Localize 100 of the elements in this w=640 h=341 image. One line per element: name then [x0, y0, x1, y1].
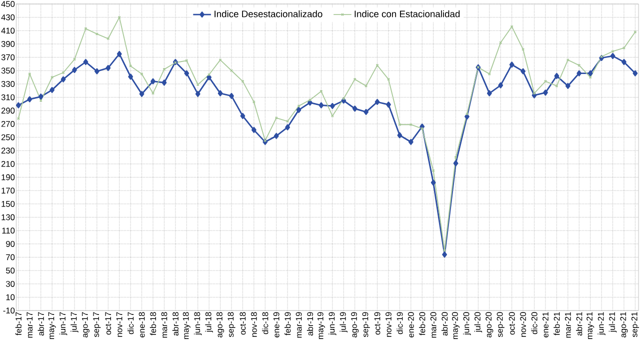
- point: [38, 94, 44, 100]
- point: [94, 68, 100, 75]
- point: [430, 180, 436, 186]
- point: [195, 91, 200, 98]
- point: [486, 90, 492, 96]
- x-tick-label: sep-18: [228, 312, 236, 338]
- point: [240, 113, 246, 120]
- point: [16, 102, 21, 108]
- y-tick-label: 110: [2, 228, 15, 234]
- point: [352, 106, 358, 112]
- point: [184, 70, 190, 77]
- point: [588, 70, 593, 77]
- y-tick-label: 350: [1, 68, 15, 74]
- point: [218, 90, 223, 96]
- x-tick-label: ago-17: [82, 312, 90, 338]
- point: [241, 80, 244, 83]
- x-tick-label: sep-20: [496, 312, 504, 338]
- point: [27, 96, 32, 102]
- x-tick-label: sep-17: [93, 312, 101, 338]
- legend-label: Indice con Estacionalidad: [354, 10, 460, 18]
- point: [453, 160, 458, 166]
- point: [308, 98, 312, 102]
- y-tick-label: 90: [6, 241, 15, 248]
- y-tick-label: 10: [6, 294, 15, 300]
- x-tick-label: may-18: [182, 312, 190, 340]
- point: [106, 65, 111, 72]
- x-tick-label: mar-18: [161, 312, 168, 338]
- point: [565, 83, 570, 90]
- point: [50, 87, 55, 94]
- point: [554, 73, 560, 80]
- point: [397, 132, 402, 138]
- x-tick-label: feb-18: [150, 312, 156, 336]
- y-tick-label: 330: [1, 81, 15, 88]
- x-tick-label: jun-19: [328, 312, 336, 336]
- point: [364, 109, 369, 116]
- x-tick-label: may-20: [452, 312, 460, 340]
- x-tick-label: ene-21: [542, 312, 548, 338]
- x-tick-label: feb-17: [15, 312, 22, 336]
- y-tick-label: 30: [6, 281, 15, 288]
- x-tick-label: jun-21: [598, 312, 606, 336]
- x-tick-label: abr-20: [441, 312, 448, 336]
- x-tick-label: feb-20: [419, 312, 426, 336]
- point: [543, 90, 548, 96]
- point: [150, 78, 156, 84]
- point: [632, 70, 638, 77]
- x-tick-label: jul-21: [608, 312, 617, 333]
- point: [139, 91, 144, 98]
- point: [128, 74, 134, 80]
- y-tick-label: 150: [2, 201, 15, 208]
- point: [566, 58, 570, 62]
- x-tick-label: ago-18: [216, 312, 224, 338]
- x-tick-label: jul-20: [474, 312, 482, 333]
- point: [162, 80, 167, 86]
- point: [520, 68, 526, 75]
- point: [464, 114, 470, 120]
- x-tick-label: may-21: [586, 312, 594, 340]
- x-tick-label: nov-20: [520, 312, 526, 337]
- y-tick-label: 370: [1, 54, 15, 60]
- point: [330, 103, 335, 110]
- x-tick-label: jul-19: [340, 312, 348, 333]
- x-tick-label: may-19: [317, 312, 325, 340]
- point: [60, 76, 66, 82]
- x-tick-label: abr-19: [306, 312, 314, 336]
- x-tick-label: dic-17: [128, 312, 134, 334]
- x-tick-label: abr-18: [172, 312, 178, 336]
- x-tick-label: jun-20: [463, 312, 471, 336]
- point: [83, 59, 88, 66]
- x-tick-label: mar-19: [296, 312, 302, 338]
- point: [386, 102, 391, 108]
- y-tick-label: 430: [1, 14, 15, 20]
- x-tick-label: dic-19: [396, 312, 403, 334]
- x-tick-label: jul-18: [205, 312, 213, 333]
- point: [498, 82, 504, 88]
- x-tick-label: may-17: [48, 312, 56, 340]
- x-tick-label: jul-17: [70, 312, 78, 333]
- y-tick-label: 450: [1, 1, 15, 8]
- x-tick-label: feb-21: [554, 312, 560, 336]
- point: [162, 68, 166, 71]
- y-tick-label: 230: [1, 148, 15, 154]
- y-tick-label: 70: [6, 254, 15, 260]
- point: [532, 92, 536, 95]
- point: [374, 99, 380, 106]
- point: [443, 249, 446, 252]
- x-tick-label: ago-20: [486, 312, 494, 338]
- x-tick-label: feb-19: [284, 312, 291, 336]
- x-tick-label: oct-18: [240, 312, 246, 335]
- x-tick-label: jun-18: [194, 312, 202, 336]
- y-tick-label: 290: [1, 108, 15, 114]
- x-tick-label: ago-21: [620, 312, 628, 338]
- x-tick-label: mar-20: [430, 312, 436, 338]
- x-tick-label: oct-17: [105, 312, 112, 335]
- y-tick-label: 410: [1, 28, 15, 34]
- x-tick-label: nov-19: [386, 312, 392, 337]
- x-tick-label: oct-20: [508, 312, 515, 335]
- y-tick-label: 130: [2, 214, 15, 220]
- point: [408, 139, 414, 146]
- x-tick-label: abr-17: [38, 312, 44, 336]
- x-tick-label: mar-21: [564, 312, 571, 338]
- y-tick-label: 250: [1, 134, 15, 140]
- y-tick-label: 390: [1, 41, 15, 48]
